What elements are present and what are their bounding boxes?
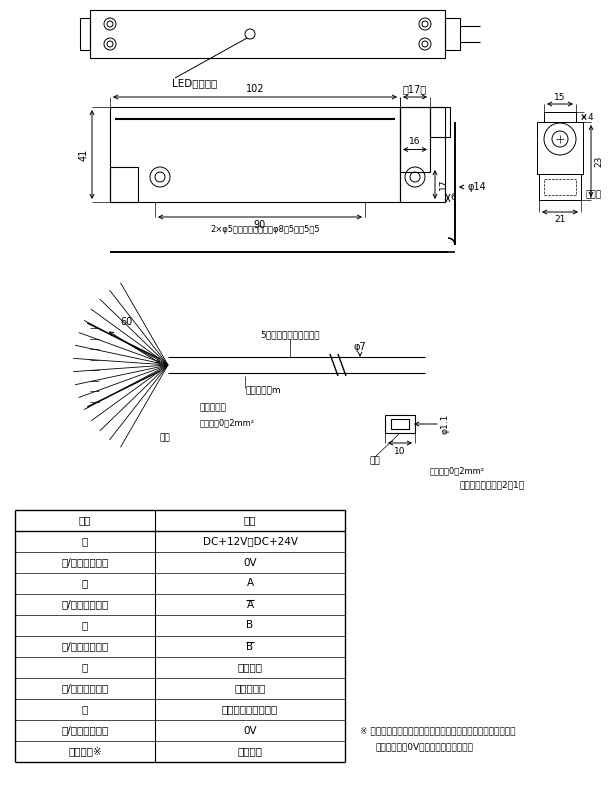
Bar <box>80 18 90 50</box>
Bar <box>400 107 445 202</box>
Bar <box>544 179 576 195</box>
Text: 2×φ5穴通シ両側座繰リφ8．5深サ5．5: 2×φ5穴通シ両側座繰リφ8．5深サ5．5 <box>210 225 320 235</box>
Text: 断面積：0．2mm²: 断面積：0．2mm² <box>200 419 255 427</box>
Text: 黄: 黄 <box>82 662 88 672</box>
Text: 21: 21 <box>554 216 565 224</box>
Text: 4: 4 <box>587 113 593 121</box>
Text: 線色: 線色 <box>79 515 91 526</box>
Text: 制御機器側で0Vに接続してください。: 制御機器側で0Vに接続してください。 <box>375 742 473 751</box>
Bar <box>110 107 400 202</box>
Text: 10: 10 <box>394 446 406 455</box>
Text: シールド線: シールド線 <box>200 404 227 412</box>
Text: A: A <box>246 600 254 610</box>
Text: B: B <box>246 642 254 652</box>
Text: シールド: シールド <box>238 746 263 757</box>
Bar <box>110 167 138 202</box>
Text: φ14: φ14 <box>467 182 486 192</box>
Text: φ7: φ7 <box>354 342 367 352</box>
Text: LED点灯位置: LED点灯位置 <box>173 78 217 88</box>
Text: 芯線先端拡大図（2：1）: 芯線先端拡大図（2：1） <box>460 481 525 489</box>
Text: 茶: 茶 <box>82 704 88 714</box>
Text: A: A <box>246 579 254 588</box>
Text: 0V: 0V <box>243 726 257 735</box>
Bar <box>385 415 415 433</box>
Text: 黒/白ストライプ: 黒/白ストライプ <box>61 557 109 568</box>
Text: コード長１m: コード長１m <box>245 386 281 396</box>
Text: アナログデータ出力: アナログデータ出力 <box>222 704 278 714</box>
Text: 赤: 赤 <box>82 579 88 588</box>
Text: 導体: 導体 <box>370 457 381 465</box>
Bar <box>445 18 460 50</box>
Text: 警告出力: 警告出力 <box>238 662 263 672</box>
Text: 線心: 線心 <box>160 434 171 442</box>
Text: 6: 6 <box>450 193 456 202</box>
Bar <box>90 10 445 58</box>
Text: 断面積：0．2mm²: 断面積：0．2mm² <box>430 466 485 476</box>
Text: 102: 102 <box>246 84 264 94</box>
Text: 60: 60 <box>120 317 133 327</box>
Text: 緑/白ストライプ: 緑/白ストライプ <box>61 642 109 652</box>
Text: 16: 16 <box>410 137 421 146</box>
Text: （17）: （17） <box>403 84 427 94</box>
Bar <box>430 107 450 137</box>
Text: ※ シールド線は内部回路及びケースには接続されていません。: ※ シールド線は内部回路及びケースには接続されていません。 <box>360 726 516 735</box>
Text: 赤/白ストライプ: 赤/白ストライプ <box>61 600 109 610</box>
Text: 5対ツイストペアコード: 5対ツイストペアコード <box>260 331 320 339</box>
Bar <box>539 174 581 200</box>
Text: 緑: 緑 <box>82 620 88 630</box>
Bar <box>391 419 409 429</box>
Text: 17: 17 <box>438 178 448 190</box>
Bar <box>544 112 576 122</box>
Text: エラー出力: エラー出力 <box>235 684 266 694</box>
Text: B: B <box>246 620 254 630</box>
Text: 内容: 内容 <box>244 515 256 526</box>
Text: φ1.1: φ1.1 <box>440 414 449 435</box>
Text: 茶/白ストライプ: 茶/白ストライプ <box>61 726 109 735</box>
Text: 15: 15 <box>554 93 565 102</box>
Text: DC+12V～DC+24V: DC+12V～DC+24V <box>203 537 298 546</box>
Text: シールド※: シールド※ <box>68 746 102 757</box>
Text: 黄/白ストライプ: 黄/白ストライプ <box>61 684 109 694</box>
Bar <box>537 122 583 174</box>
Text: 90: 90 <box>254 220 266 230</box>
Text: 検出面: 検出面 <box>586 190 602 200</box>
Text: 黒: 黒 <box>82 537 88 546</box>
Bar <box>400 107 430 172</box>
Text: 41: 41 <box>79 148 89 161</box>
Text: 0V: 0V <box>243 557 257 568</box>
Text: 23: 23 <box>594 155 604 167</box>
